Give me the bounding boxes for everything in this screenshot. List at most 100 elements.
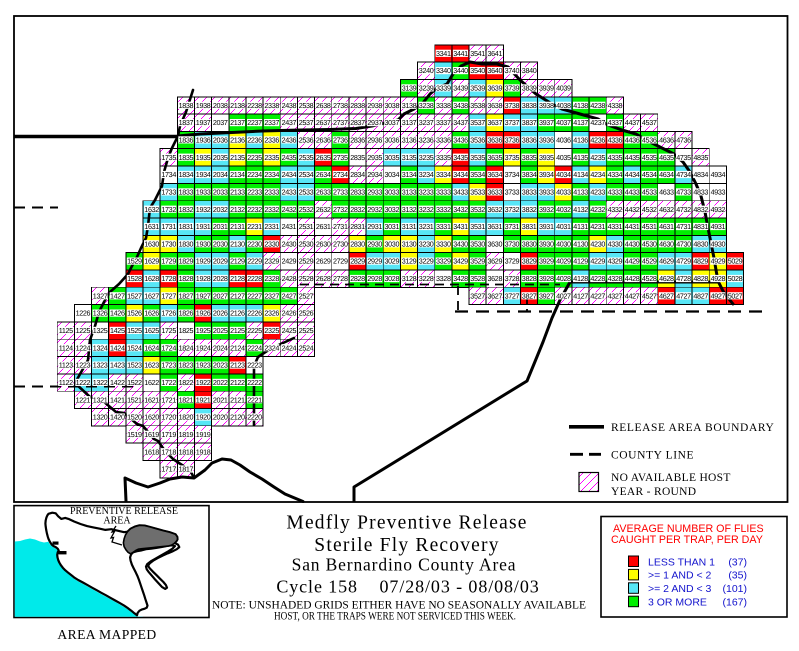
svg-text:3731: 3731 <box>505 222 520 231</box>
svg-text:1929: 1929 <box>196 257 211 266</box>
svg-text:3935: 3935 <box>539 153 554 162</box>
svg-text:4630: 4630 <box>659 239 674 248</box>
svg-text:2230: 2230 <box>247 239 262 248</box>
svg-text:3435: 3435 <box>453 153 468 162</box>
svg-text:4735: 4735 <box>676 153 691 162</box>
svg-text:3632: 3632 <box>488 205 503 214</box>
svg-text:2438: 2438 <box>282 101 297 110</box>
svg-text:3729: 3729 <box>505 257 520 266</box>
svg-text:1628: 1628 <box>144 274 159 283</box>
svg-text:3031: 3031 <box>385 222 400 231</box>
svg-text:2532: 2532 <box>299 205 314 214</box>
svg-text:4227: 4227 <box>590 291 605 300</box>
svg-text:4437: 4437 <box>625 118 640 127</box>
svg-text:4238: 4238 <box>590 101 605 110</box>
svg-text:2936: 2936 <box>367 136 382 145</box>
svg-text:2138: 2138 <box>230 101 245 110</box>
svg-text:1624: 1624 <box>144 343 159 352</box>
svg-text:2433: 2433 <box>282 188 297 197</box>
svg-text:2425: 2425 <box>282 326 297 335</box>
svg-text:1619: 1619 <box>144 430 159 439</box>
svg-text:2537: 2537 <box>299 118 314 127</box>
svg-text:2631: 2631 <box>316 222 331 231</box>
svg-text:4933: 4933 <box>711 188 726 197</box>
svg-text:4931: 4931 <box>711 222 726 231</box>
svg-text:1519: 1519 <box>127 430 142 439</box>
svg-text:1922: 1922 <box>196 378 211 387</box>
svg-text:1125: 1125 <box>59 326 73 335</box>
svg-text:1326: 1326 <box>93 309 108 318</box>
svg-text:3234: 3234 <box>419 170 434 179</box>
svg-text:3030: 3030 <box>385 239 400 248</box>
svg-text:2837: 2837 <box>350 118 365 127</box>
svg-text:2026: 2026 <box>213 309 228 318</box>
svg-text:1522: 1522 <box>127 378 142 387</box>
svg-text:1424: 1424 <box>110 343 125 352</box>
svg-text:1829: 1829 <box>179 257 194 266</box>
svg-text:2231: 2231 <box>247 222 262 231</box>
svg-text:1719: 1719 <box>161 430 176 439</box>
svg-text:4134: 4134 <box>573 170 588 179</box>
svg-text:2232: 2232 <box>247 205 262 214</box>
svg-text:4929: 4929 <box>711 257 726 266</box>
svg-text:1521: 1521 <box>127 395 142 404</box>
svg-text:3733: 3733 <box>505 188 520 197</box>
svg-text:1728: 1728 <box>161 274 176 283</box>
svg-text:2933: 2933 <box>367 188 382 197</box>
svg-text:3235: 3235 <box>419 153 434 162</box>
svg-text:1937: 1937 <box>196 118 211 127</box>
svg-text:4234: 4234 <box>590 170 605 179</box>
svg-text:1620: 1620 <box>144 413 159 422</box>
svg-text:1934: 1934 <box>196 170 211 179</box>
svg-text:1819: 1819 <box>179 430 194 439</box>
svg-text:4534: 4534 <box>642 170 657 179</box>
svg-text:4728: 4728 <box>676 274 691 283</box>
svg-text:3628: 3628 <box>488 274 503 283</box>
svg-text:4834: 4834 <box>693 170 708 179</box>
svg-text:4732: 4732 <box>676 205 691 214</box>
svg-text:2427: 2427 <box>282 291 297 300</box>
svg-text:4135: 4135 <box>573 153 588 162</box>
svg-text:4635: 4635 <box>659 153 674 162</box>
svg-text:3340: 3340 <box>436 66 451 75</box>
svg-text:2024: 2024 <box>213 343 228 352</box>
svg-text:3236: 3236 <box>419 136 434 145</box>
svg-text:2838: 2838 <box>350 101 365 110</box>
svg-text:1717: 1717 <box>161 465 176 474</box>
svg-text:3338: 3338 <box>436 101 451 110</box>
svg-text:4231: 4231 <box>590 222 605 231</box>
svg-text:4730: 4730 <box>676 239 691 248</box>
svg-text:1817: 1817 <box>179 465 194 474</box>
svg-text:2225: 2225 <box>247 326 262 335</box>
svg-text:1721: 1721 <box>161 395 176 404</box>
svg-text:4529: 4529 <box>642 257 657 266</box>
svg-text:2432: 2432 <box>282 205 297 214</box>
svg-text:2224: 2224 <box>247 343 262 352</box>
svg-text:3930: 3930 <box>539 239 554 248</box>
svg-text:2331: 2331 <box>264 222 279 231</box>
svg-text:2931: 2931 <box>367 222 382 231</box>
svg-text:2123: 2123 <box>230 361 245 370</box>
svg-text:2133: 2133 <box>230 188 245 197</box>
svg-text:3631: 3631 <box>488 222 503 231</box>
svg-text:3133: 3133 <box>402 188 417 197</box>
svg-text:3332: 3332 <box>436 205 451 214</box>
svg-text:3528: 3528 <box>470 274 485 283</box>
svg-text:3032: 3032 <box>385 205 400 214</box>
svg-text:4432: 4432 <box>625 205 640 214</box>
svg-text:4335: 4335 <box>608 153 623 162</box>
svg-text:1630: 1630 <box>144 239 159 248</box>
svg-text:5027: 5027 <box>728 291 743 300</box>
svg-text:3330: 3330 <box>436 239 451 248</box>
svg-text:4338: 4338 <box>608 101 623 110</box>
svg-text:1936: 1936 <box>196 136 211 145</box>
svg-text:4627: 4627 <box>659 291 674 300</box>
svg-text:2223: 2223 <box>247 361 262 370</box>
svg-text:2132: 2132 <box>230 205 245 214</box>
svg-text:2530: 2530 <box>299 239 314 248</box>
svg-text:4932: 4932 <box>711 205 726 214</box>
svg-text:2536: 2536 <box>299 136 314 145</box>
svg-text:2326: 2326 <box>264 309 279 318</box>
svg-text:2833: 2833 <box>350 188 365 197</box>
svg-text:3730: 3730 <box>505 239 520 248</box>
